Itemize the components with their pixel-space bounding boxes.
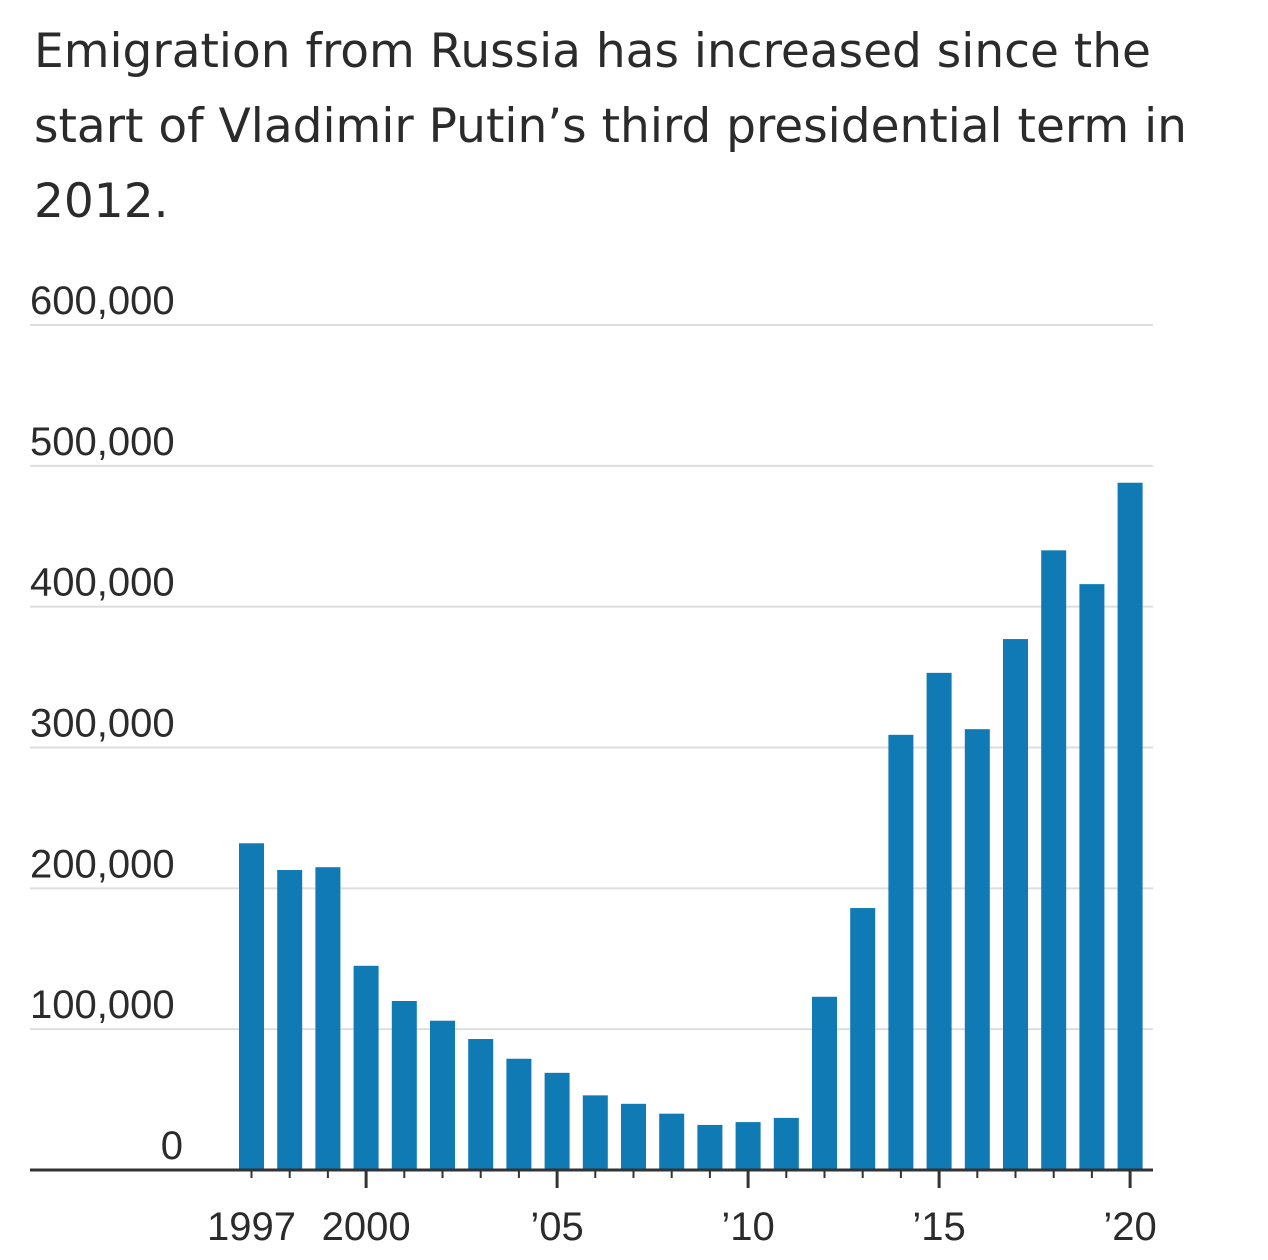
bar-2015 [926,672,952,1170]
bar-2002 [430,1020,455,1170]
bar-2018 [1041,550,1067,1170]
bar-2012 [812,996,837,1170]
y-tick-label: 500,000 [30,420,175,464]
y-tick-label: 600,000 [30,279,175,323]
bar-2007 [621,1103,646,1170]
x-tick-label: ’15 [912,1205,965,1249]
bar-2017 [1003,639,1028,1170]
bar-1998 [277,870,303,1170]
bar-2004 [506,1058,532,1170]
x-tick-label: ’05 [530,1205,583,1249]
y-tick-label: 400,000 [30,561,175,605]
bar-2000 [353,965,379,1170]
bar-2008 [659,1113,685,1170]
bar-2010 [735,1122,761,1170]
bar-2006 [582,1095,608,1170]
bar-2003 [468,1039,494,1170]
x-tick-label: ’10 [721,1205,774,1249]
x-tick-label: ’20 [1103,1205,1156,1249]
x-tick-label: 2000 [322,1205,411,1249]
bar-2005 [544,1072,570,1170]
bar-1997 [239,843,264,1170]
bar-2016 [964,729,990,1170]
bar-2013 [850,908,876,1170]
bar-2020 [1117,482,1143,1170]
x-tick-label: 1997 [207,1205,296,1249]
bar-2014 [888,734,914,1170]
y-tick-label: 100,000 [30,983,175,1027]
y-tick-label: 200,000 [30,842,175,886]
y-tick-label: 0 [161,1124,183,1168]
bar-2011 [773,1117,799,1170]
bar-2009 [697,1124,723,1170]
bar-2001 [391,1001,417,1170]
bar-1999 [315,867,341,1170]
bar-2019 [1079,584,1105,1170]
y-tick-label: 300,000 [30,702,175,746]
chart-subtitle: Emigration from Russia has increased sin… [34,24,1187,229]
